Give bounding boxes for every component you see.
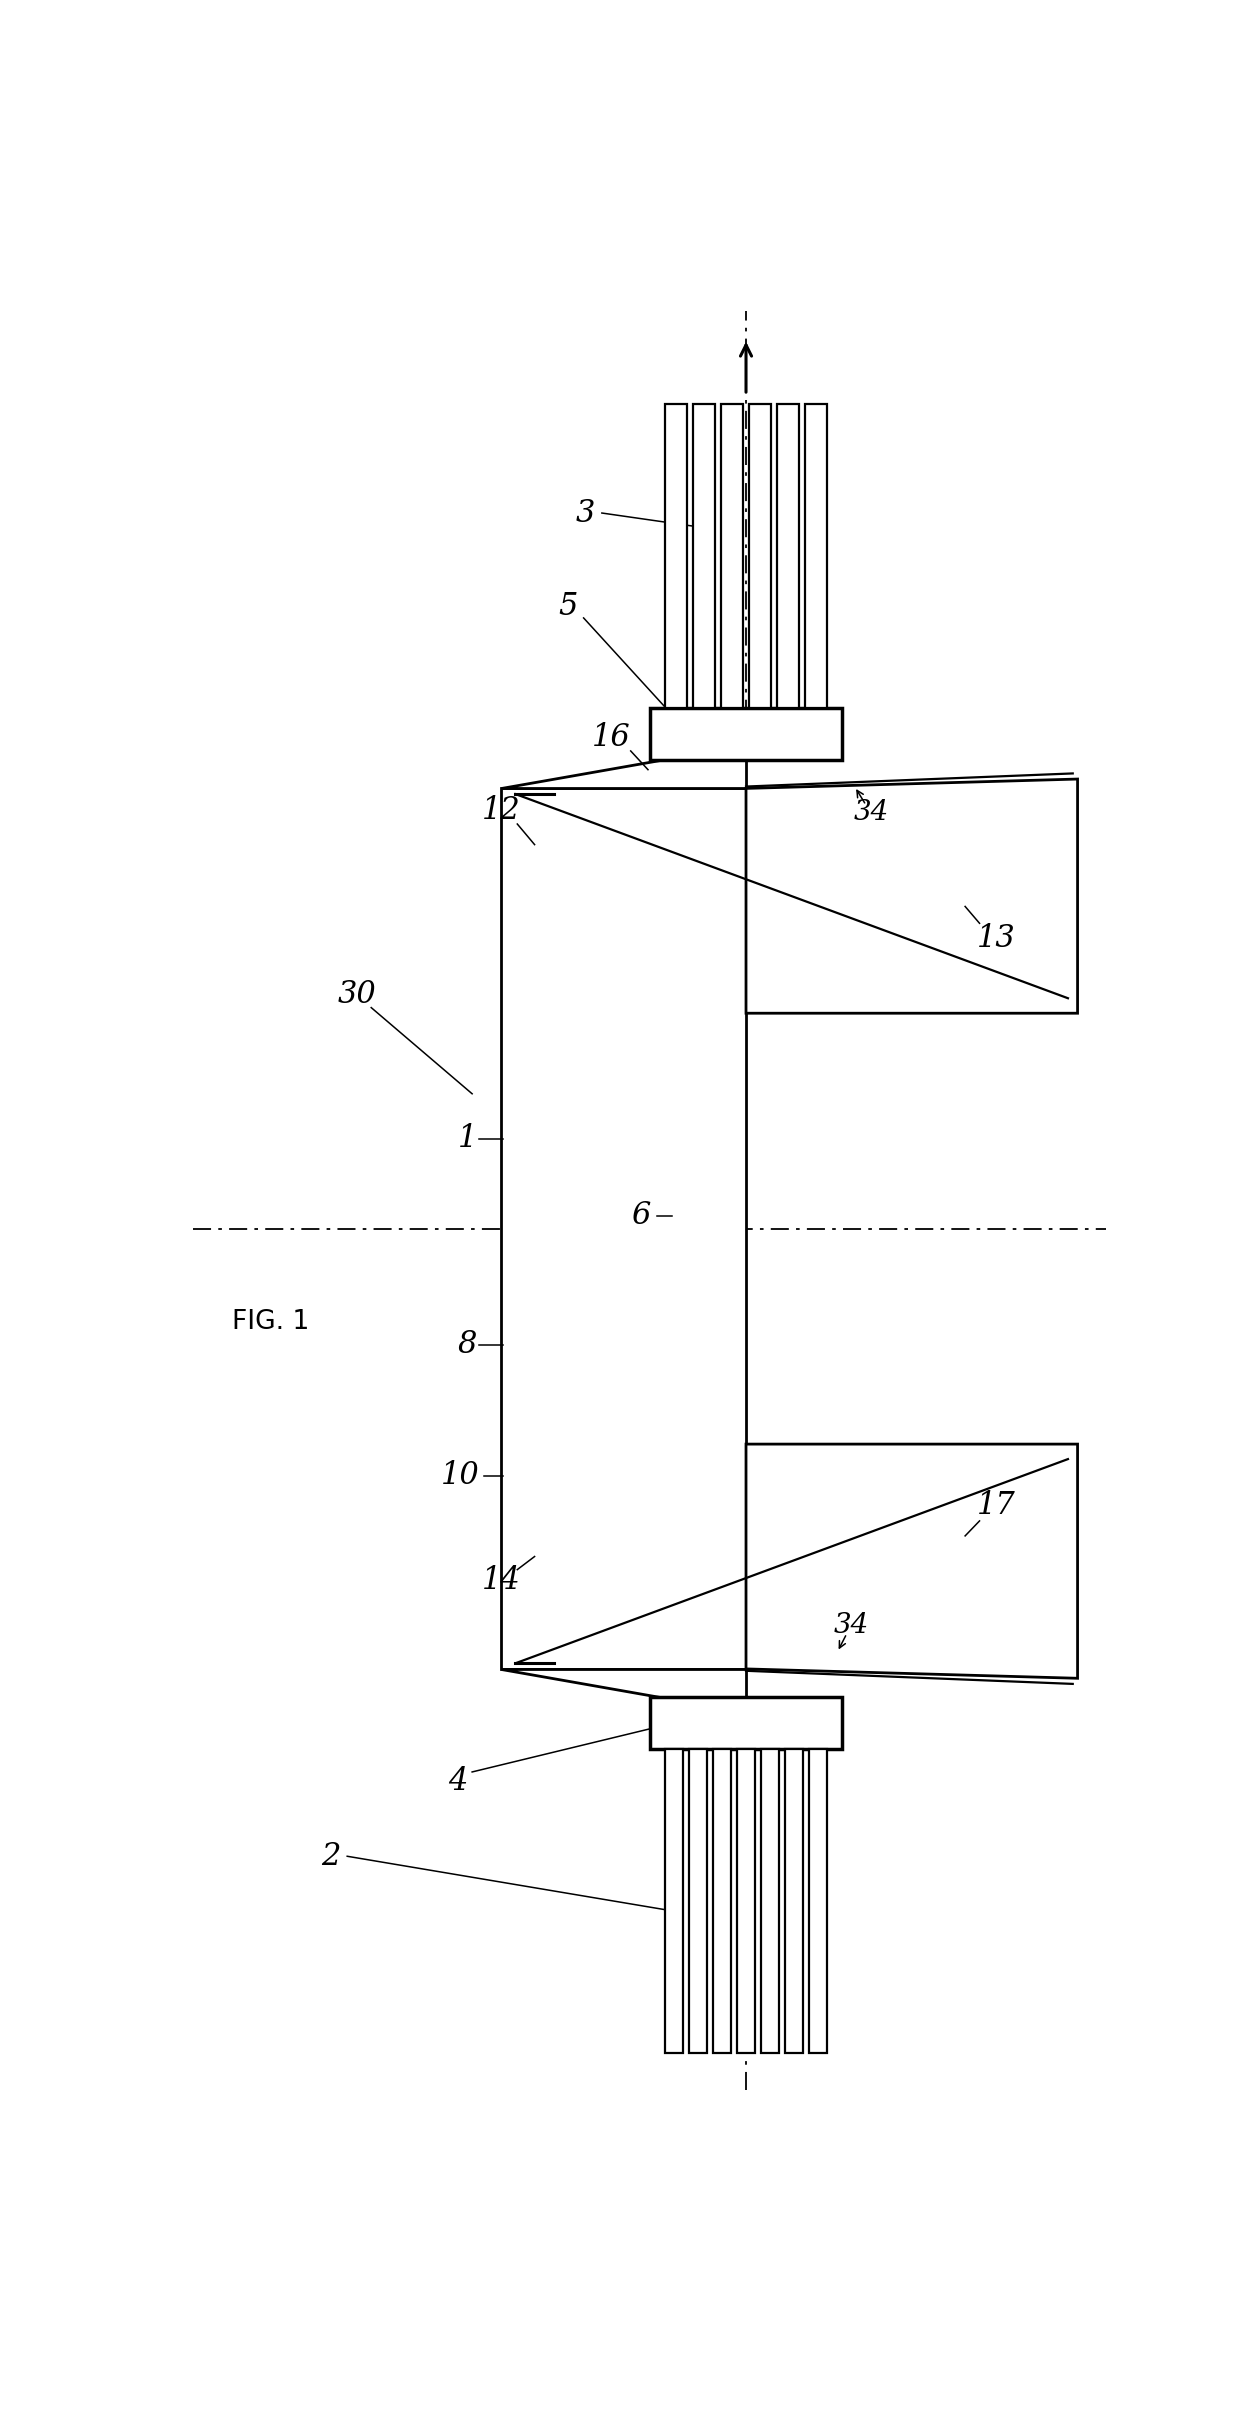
- Text: 13: 13: [977, 922, 1016, 954]
- Text: 34: 34: [853, 800, 889, 827]
- Text: 5: 5: [558, 591, 578, 623]
- Bar: [761, 1749, 779, 2053]
- Bar: [689, 1749, 707, 2053]
- Text: 14: 14: [481, 1564, 521, 1596]
- Polygon shape: [501, 759, 746, 788]
- Bar: [785, 1749, 804, 2053]
- Text: 3: 3: [575, 496, 595, 528]
- Polygon shape: [501, 1669, 746, 1698]
- Polygon shape: [746, 779, 1078, 1012]
- Text: 6: 6: [631, 1199, 650, 1231]
- Text: 8: 8: [458, 1328, 477, 1360]
- Text: 16: 16: [591, 723, 631, 754]
- Text: 2: 2: [321, 1842, 341, 1871]
- Bar: [651, 1698, 842, 1749]
- Bar: [693, 404, 715, 708]
- Text: 17: 17: [977, 1491, 1016, 1521]
- Bar: [737, 1749, 755, 2053]
- Bar: [713, 1749, 732, 2053]
- Bar: [665, 404, 687, 708]
- Text: 1: 1: [458, 1124, 477, 1153]
- Polygon shape: [746, 1445, 1078, 1679]
- Bar: [749, 404, 771, 708]
- Bar: [720, 404, 743, 708]
- Bar: [651, 708, 842, 759]
- Text: 34: 34: [835, 1613, 869, 1640]
- Text: FIG. 1: FIG. 1: [232, 1309, 309, 1336]
- Text: 12: 12: [481, 796, 521, 827]
- Bar: [808, 1749, 827, 2053]
- Text: 30: 30: [337, 978, 376, 1010]
- Bar: [805, 404, 827, 708]
- Text: 4: 4: [448, 1766, 467, 1798]
- Bar: [777, 404, 800, 708]
- Text: 10: 10: [441, 1460, 480, 1491]
- Bar: [501, 788, 746, 1669]
- Bar: [665, 1749, 683, 2053]
